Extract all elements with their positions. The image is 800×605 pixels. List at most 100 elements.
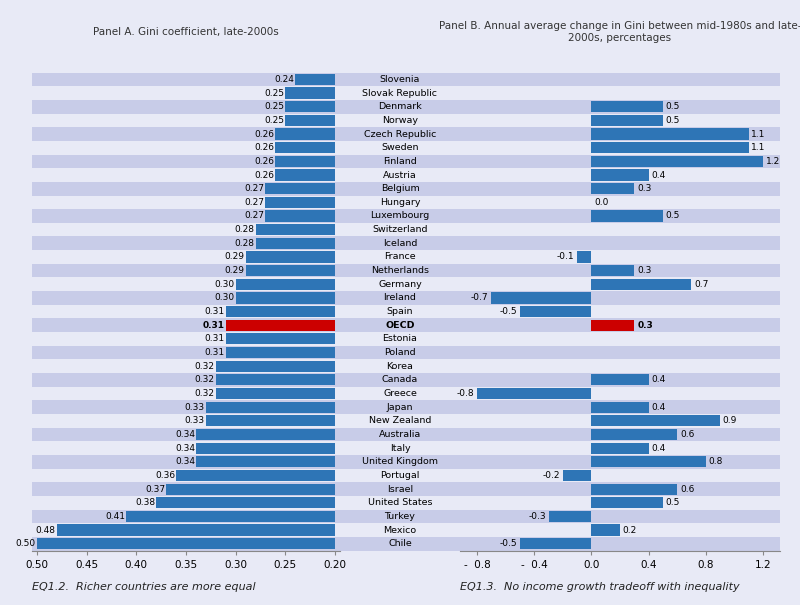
Text: 0.2: 0.2 [623, 526, 637, 535]
Bar [295, 74, 335, 85]
Text: 0.4: 0.4 [651, 375, 666, 384]
Text: Poland: Poland [384, 348, 416, 357]
Text: Panel A. Gini coefficient, late-2000s: Panel A. Gini coefficient, late-2000s [93, 27, 279, 38]
Text: 0.27: 0.27 [245, 184, 265, 193]
Text: Canada: Canada [382, 375, 418, 384]
Text: 0.27: 0.27 [245, 212, 265, 220]
Text: Netherlands: Netherlands [371, 266, 429, 275]
Text: Norway: Norway [382, 116, 418, 125]
Text: Estonia: Estonia [382, 335, 418, 344]
Bar [591, 456, 706, 468]
Text: 0.41: 0.41 [106, 512, 126, 521]
Bar [591, 319, 634, 331]
Bar [216, 374, 335, 385]
Text: Japan: Japan [386, 403, 414, 411]
Text: Germany: Germany [378, 280, 422, 289]
Text: 0.31: 0.31 [202, 321, 225, 330]
Text: 0.7: 0.7 [694, 280, 709, 289]
Bar [286, 101, 335, 113]
Bar [549, 511, 591, 522]
Text: EQ1.3.  No income growth tradeoff with inequality: EQ1.3. No income growth tradeoff with in… [460, 581, 740, 592]
Text: 0.29: 0.29 [225, 266, 245, 275]
Text: 1.1: 1.1 [751, 143, 766, 152]
Text: 0.37: 0.37 [145, 485, 165, 494]
Text: United States: United States [368, 499, 432, 507]
Text: 0.5: 0.5 [666, 116, 680, 125]
Bar [255, 238, 335, 249]
Bar [591, 279, 691, 290]
Text: -0.7: -0.7 [471, 293, 489, 302]
Text: 0.3: 0.3 [637, 184, 651, 193]
Text: 0.30: 0.30 [214, 293, 234, 302]
Bar [275, 128, 335, 140]
Text: 0.4: 0.4 [651, 403, 666, 411]
Bar [491, 292, 591, 304]
Text: 0.24: 0.24 [274, 75, 294, 84]
Text: 0.8: 0.8 [709, 457, 723, 466]
Text: Hungary: Hungary [380, 198, 420, 207]
Text: 0.9: 0.9 [723, 416, 738, 425]
Text: OECD: OECD [386, 321, 414, 330]
Bar [156, 497, 335, 508]
Text: -0.5: -0.5 [499, 307, 517, 316]
Text: Spain: Spain [386, 307, 414, 316]
Bar [196, 456, 335, 468]
Text: 0.3: 0.3 [637, 321, 653, 330]
Bar [591, 101, 663, 113]
Bar [216, 361, 335, 372]
Bar [591, 429, 677, 440]
Text: 1.1: 1.1 [751, 129, 766, 139]
Bar [591, 169, 649, 181]
Text: Australia: Australia [379, 430, 421, 439]
Text: Finland: Finland [383, 157, 417, 166]
Bar [246, 265, 335, 276]
Text: Portugal: Portugal [380, 471, 420, 480]
Bar [275, 142, 335, 153]
Bar [126, 511, 335, 522]
Bar [176, 470, 335, 481]
Bar [196, 429, 335, 440]
Bar [226, 306, 335, 317]
Text: Switzerland: Switzerland [372, 225, 428, 234]
Bar [266, 211, 335, 221]
Text: 0.32: 0.32 [195, 375, 215, 384]
Bar [563, 470, 591, 481]
Text: Belgium: Belgium [381, 184, 419, 193]
Text: Austria: Austria [383, 171, 417, 180]
Text: 0.29: 0.29 [225, 252, 245, 261]
Text: 0.33: 0.33 [185, 416, 205, 425]
Bar [226, 347, 335, 358]
Bar [591, 483, 677, 495]
Bar [226, 333, 335, 344]
Text: Ireland: Ireland [383, 293, 417, 302]
Bar [216, 388, 335, 399]
Text: -0.2: -0.2 [542, 471, 560, 480]
Bar [57, 525, 335, 535]
Text: 0.38: 0.38 [135, 499, 155, 507]
Text: New Zealand: New Zealand [369, 416, 431, 425]
Text: 0.34: 0.34 [175, 430, 195, 439]
Text: 0.26: 0.26 [254, 143, 274, 152]
Bar [520, 306, 591, 317]
Bar [591, 442, 649, 454]
Bar [166, 483, 335, 495]
Text: Denmark: Denmark [378, 102, 422, 111]
Text: 0.32: 0.32 [195, 389, 215, 398]
Text: Turkey: Turkey [385, 512, 415, 521]
Text: United Kingdom: United Kingdom [362, 457, 438, 466]
Text: Czech Republic: Czech Republic [364, 129, 436, 139]
Text: 0.5: 0.5 [666, 212, 680, 220]
Bar [275, 155, 335, 167]
Text: Greece: Greece [383, 389, 417, 398]
Bar [591, 183, 634, 194]
Text: 0.36: 0.36 [155, 471, 175, 480]
Text: -0.3: -0.3 [528, 512, 546, 521]
Text: Iceland: Iceland [383, 239, 417, 248]
Bar [37, 538, 335, 549]
Text: Korea: Korea [386, 362, 414, 371]
Text: 0.50: 0.50 [16, 539, 36, 548]
Bar [591, 211, 663, 221]
Bar [591, 402, 649, 413]
Text: Sweden: Sweden [382, 143, 418, 152]
Bar [591, 525, 620, 535]
